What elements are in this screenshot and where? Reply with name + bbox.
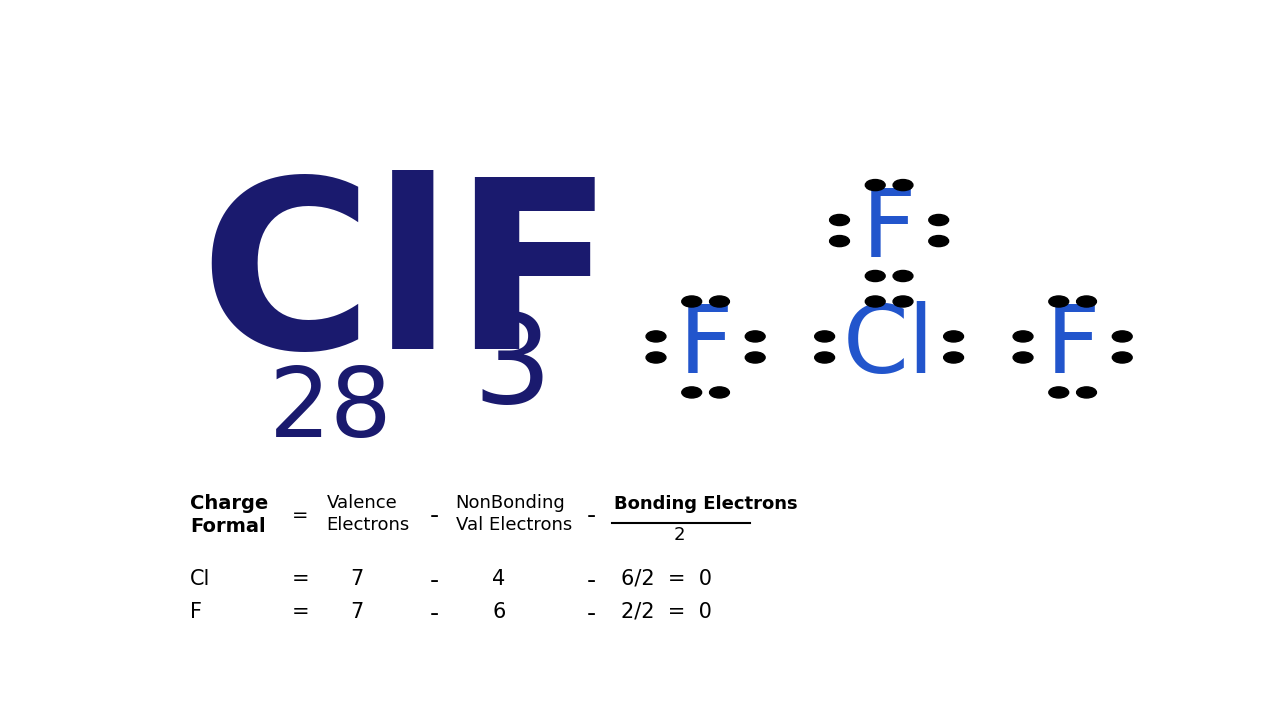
Text: -: - — [430, 569, 439, 593]
Circle shape — [1076, 296, 1097, 307]
Text: 28: 28 — [269, 364, 393, 456]
Text: F: F — [1046, 301, 1100, 393]
Circle shape — [709, 387, 730, 398]
Circle shape — [1014, 352, 1033, 363]
Circle shape — [929, 235, 948, 247]
Text: 6: 6 — [493, 602, 506, 622]
Text: ClF: ClF — [200, 169, 616, 397]
Circle shape — [814, 331, 835, 342]
Circle shape — [646, 352, 666, 363]
Text: =: = — [292, 506, 308, 525]
Text: -: - — [430, 504, 439, 528]
Text: -: - — [586, 602, 595, 626]
Text: F: F — [861, 184, 916, 276]
Circle shape — [1076, 387, 1097, 398]
Text: Bonding Electrons: Bonding Electrons — [614, 495, 797, 513]
Circle shape — [682, 387, 701, 398]
Circle shape — [745, 352, 765, 363]
Circle shape — [1112, 331, 1133, 342]
Circle shape — [865, 271, 886, 282]
Text: 7: 7 — [351, 569, 364, 589]
Text: 4: 4 — [493, 569, 506, 589]
Circle shape — [893, 179, 913, 191]
Circle shape — [1048, 387, 1069, 398]
Circle shape — [682, 296, 701, 307]
Text: 2: 2 — [673, 526, 685, 544]
Text: -: - — [430, 602, 439, 626]
Text: 6/2  =  0: 6/2 = 0 — [621, 569, 712, 589]
Circle shape — [943, 352, 964, 363]
Circle shape — [829, 235, 850, 247]
Text: 7: 7 — [351, 602, 364, 622]
Circle shape — [829, 215, 850, 225]
Circle shape — [1112, 352, 1133, 363]
Text: =: = — [292, 602, 310, 622]
Text: Cl: Cl — [189, 569, 210, 589]
Text: Valence
Electrons: Valence Electrons — [326, 494, 410, 534]
Text: 3: 3 — [472, 308, 552, 429]
Text: -: - — [586, 569, 595, 593]
Text: Charge
Formal: Charge Formal — [189, 494, 268, 536]
Text: 2/2  =  0: 2/2 = 0 — [621, 602, 712, 622]
Text: NonBonding
Val Electrons: NonBonding Val Electrons — [456, 494, 572, 534]
Text: F: F — [678, 301, 732, 393]
Circle shape — [745, 331, 765, 342]
Circle shape — [1048, 296, 1069, 307]
Circle shape — [1014, 331, 1033, 342]
Circle shape — [814, 352, 835, 363]
Text: Cl: Cl — [844, 301, 936, 393]
Circle shape — [893, 271, 913, 282]
Circle shape — [865, 296, 886, 307]
Text: F: F — [189, 602, 202, 622]
Circle shape — [893, 296, 913, 307]
Circle shape — [865, 179, 886, 191]
Circle shape — [943, 331, 964, 342]
Circle shape — [929, 215, 948, 225]
Circle shape — [709, 296, 730, 307]
Circle shape — [646, 331, 666, 342]
Text: =: = — [292, 569, 310, 589]
Text: -: - — [586, 504, 595, 528]
